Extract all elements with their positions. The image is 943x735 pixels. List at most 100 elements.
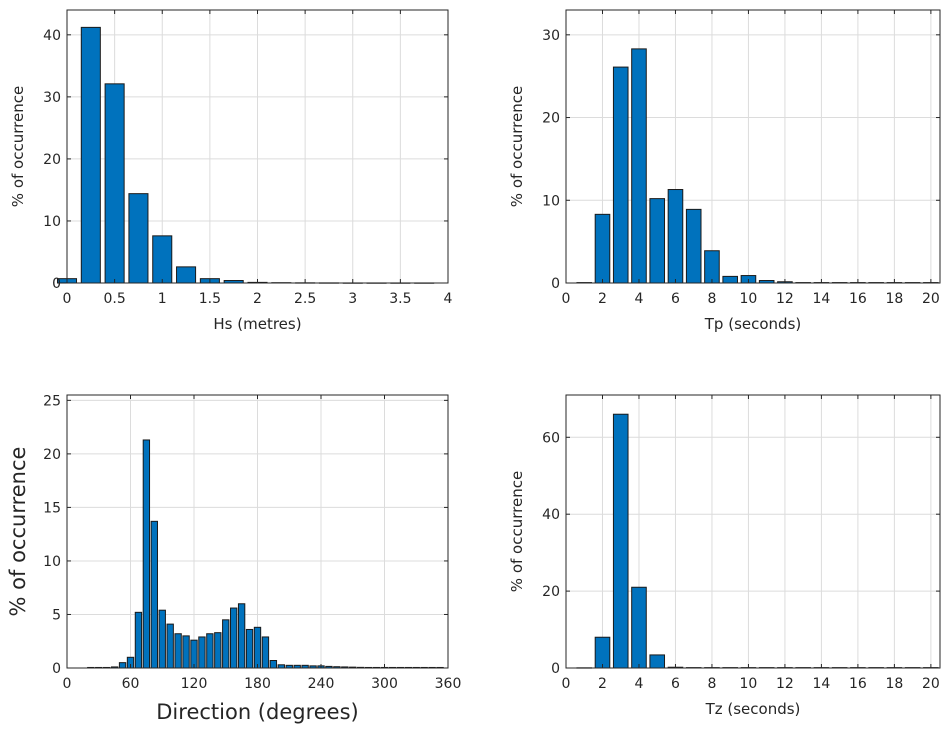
histogram-bar: [190, 639, 198, 669]
y-tick-label: 30: [542, 28, 560, 44]
histogram-bar: [80, 26, 101, 284]
histogram-bar: [631, 586, 647, 669]
x-axis-label: Hs (metres): [213, 315, 301, 333]
y-tick-label: 20: [542, 584, 560, 600]
histogram-bar: [104, 83, 125, 284]
histogram-bar: [612, 66, 629, 284]
y-tick-label: 40: [43, 28, 61, 44]
x-tick-label: 16: [849, 291, 867, 307]
y-axis-label: % of occurrence: [9, 86, 27, 207]
x-tick-label: 0: [562, 676, 571, 692]
histogram-bar: [118, 662, 127, 669]
histogram-bar: [150, 520, 158, 669]
x-tick-label: 20: [922, 291, 940, 307]
histogram-bar: [182, 635, 190, 669]
y-axis-label: % of occurrence: [508, 471, 526, 592]
x-tick-label: 60: [122, 676, 140, 692]
y-tick-label: 10: [43, 214, 61, 230]
x-tick-label: 10: [740, 291, 758, 307]
y-tick-label: 60: [542, 430, 560, 446]
panel-tz-distribution: 0 2 4 6 8 10 12 14 16 18 20 0 20 40 60 Tz (seconds) % of…: [508, 394, 941, 718]
histogram-bar: [704, 250, 720, 284]
y-tick-label: 0: [551, 276, 560, 292]
x-axis-label: Tp (seconds): [704, 315, 801, 333]
panel-direction-distribution: 0 60 120 180 240 300 360 0 5 10 15 20 25 Direction (d…: [6, 393, 461, 724]
histogram-bar: [142, 439, 151, 669]
y-tick-label: 20: [43, 447, 61, 463]
histogram-bar: [253, 626, 262, 669]
histogram-bar: [134, 611, 143, 669]
histogram-bar: [174, 633, 182, 669]
x-tick-label: 12: [776, 676, 794, 692]
x-tick-label: 12: [776, 291, 794, 307]
histogram-bar: [214, 632, 222, 669]
histogram-bar: [230, 607, 238, 669]
y-axis-label: % of occurrence: [6, 447, 30, 617]
x-tick-label: 6: [671, 676, 680, 692]
histogram-bar: [245, 628, 254, 669]
histogram-bar: [594, 213, 611, 284]
x-tick-label: 360: [435, 676, 462, 692]
histogram-bar: [269, 660, 278, 669]
y-tick-label: 15: [43, 500, 61, 516]
x-tick-label: 3: [348, 291, 357, 307]
histogram-bar: [261, 636, 270, 669]
axes-frame: [565, 9, 941, 284]
histogram-bar: [631, 48, 647, 284]
y-tick-label: 0: [52, 661, 61, 677]
histogram-bar: [612, 413, 629, 669]
x-tick-label: 16: [849, 676, 867, 692]
x-tick-label: 180: [244, 676, 271, 692]
x-axis-label: Tz (seconds): [705, 700, 801, 718]
x-tick-label: 0: [63, 676, 72, 692]
y-tick-label: 40: [542, 507, 560, 523]
y-tick-label: 30: [43, 90, 61, 106]
x-tick-label: 240: [308, 676, 335, 692]
histogram-bar: [649, 654, 666, 669]
x-tick-label: 0.5: [103, 291, 125, 307]
y-tick-label: 10: [43, 554, 61, 570]
x-tick-label: 4: [635, 676, 644, 692]
x-tick-label: 3.5: [389, 291, 411, 307]
y-tick-label: 20: [43, 152, 61, 168]
x-tick-label: 1.5: [199, 291, 221, 307]
histogram-bar: [176, 266, 197, 284]
y-tick-label: 0: [52, 276, 61, 292]
x-tick-label: 6: [671, 291, 680, 307]
x-tick-label: 2.5: [294, 291, 316, 307]
x-tick-label: 2: [598, 291, 607, 307]
histogram-bar: [198, 636, 206, 669]
x-axis-label: Direction (degrees): [156, 700, 358, 724]
x-tick-label: 4: [444, 291, 453, 307]
x-tick-label: 120: [181, 676, 208, 692]
x-tick-label: 0: [63, 291, 72, 307]
y-axis-label: % of occurrence: [508, 86, 526, 207]
x-tick-label: 300: [371, 676, 398, 692]
histogram-bar: [158, 609, 166, 669]
x-tick-label: 14: [813, 676, 831, 692]
y-tick-label: 0: [551, 661, 560, 677]
x-tick-label: 0: [562, 291, 571, 307]
x-tick-label: 2: [598, 676, 607, 692]
x-tick-label: 8: [707, 291, 716, 307]
x-tick-label: 18: [885, 291, 903, 307]
panel-tp-distribution: 0 2 4 6 8 10 12 14 16 18 20 0 10 20 30 Tp (seconds) % of…: [508, 9, 941, 333]
histogram-bar: [685, 208, 702, 284]
axes-frame: [565, 394, 941, 669]
x-tick-label: 18: [885, 676, 903, 692]
y-tick-label: 20: [542, 111, 560, 127]
y-tick-label: 10: [542, 193, 560, 209]
histogram-bar: [237, 603, 246, 669]
y-tick-label: 5: [52, 607, 61, 623]
histogram-bar: [206, 633, 214, 669]
x-tick-label: 14: [813, 291, 831, 307]
histogram-bar: [722, 275, 738, 284]
y-tick-label: 25: [43, 393, 61, 409]
histogram-bar: [128, 193, 149, 284]
x-tick-label: 2: [253, 291, 262, 307]
x-tick-label: 8: [707, 676, 716, 692]
x-tick-label: 4: [635, 291, 644, 307]
histogram-bar: [222, 619, 230, 669]
